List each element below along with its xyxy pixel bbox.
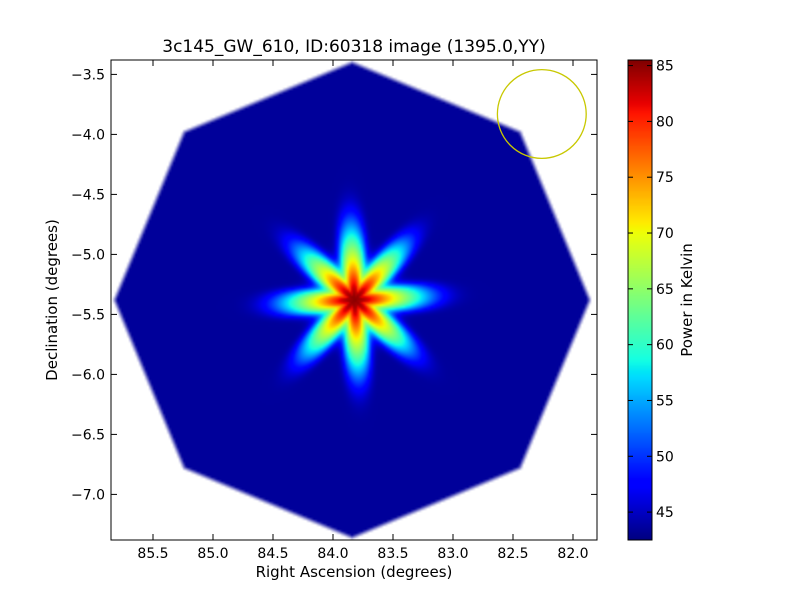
x-tick-label: 85.0 — [197, 546, 228, 562]
y-tick-label: −5.5 — [71, 307, 105, 323]
x-tick-label: 82.0 — [557, 546, 588, 562]
y-tick-label: −7.0 — [71, 487, 105, 503]
plot-area — [110, 59, 598, 541]
x-axis-label: Right Ascension (degrees) — [256, 563, 453, 581]
colorbar-tick-label: 55 — [656, 393, 674, 409]
colorbar: 45 50 55 60 65 70 75 80 85 — [627, 59, 674, 541]
x-tick-label: 84.5 — [257, 546, 288, 562]
colorbar-tick-label: 80 — [656, 114, 674, 130]
colorbar-ticks: 45 50 55 60 65 70 75 80 85 — [628, 59, 674, 521]
colorbar-tick-label: 45 — [656, 505, 674, 521]
colorbar-tick-label: 70 — [656, 226, 674, 242]
y-tick-label: −3.5 — [71, 67, 105, 83]
colorbar-gradient — [628, 60, 652, 540]
chart-title: 3c145_GW_610, ID:60318 image (1395.0,YY) — [162, 37, 545, 57]
heatmap-image — [111, 60, 597, 540]
y-axis: −3.5 −4.0 −4.5 −5.0 −5.5 −6.0 −6.5 −7.0 — [71, 67, 597, 503]
y-tick-label: −6.0 — [71, 367, 105, 383]
colorbar-frame — [627, 59, 653, 541]
y-tick-label: −4.5 — [71, 187, 105, 203]
x-axis: 85.5 85.0 84.5 84.0 83.5 83.0 82.5 82.0 — [137, 60, 589, 562]
x-tick-label: 82.5 — [497, 546, 528, 562]
colorbar-tick-label: 60 — [656, 338, 674, 354]
x-tick-label: 83.0 — [437, 546, 468, 562]
colorbar-label: Power in Kelvin — [678, 243, 696, 357]
y-tick-label: −5.0 — [71, 247, 105, 263]
x-tick-label: 84.0 — [317, 546, 348, 562]
colorbar-tick-label: 50 — [656, 449, 674, 465]
x-tick-label: 83.5 — [377, 546, 408, 562]
x-tick-label: 85.5 — [137, 546, 168, 562]
colorbar-tick-label: 85 — [656, 59, 674, 75]
y-tick-label: −4.0 — [71, 127, 105, 143]
plot-frame — [110, 59, 598, 541]
colorbar-tick-label: 75 — [656, 170, 674, 186]
y-tick-label: −6.5 — [71, 427, 105, 443]
y-axis-label: Declination (degrees) — [43, 219, 61, 381]
colorbar-tick-label: 65 — [656, 282, 674, 298]
marker-circle — [496, 68, 587, 160]
